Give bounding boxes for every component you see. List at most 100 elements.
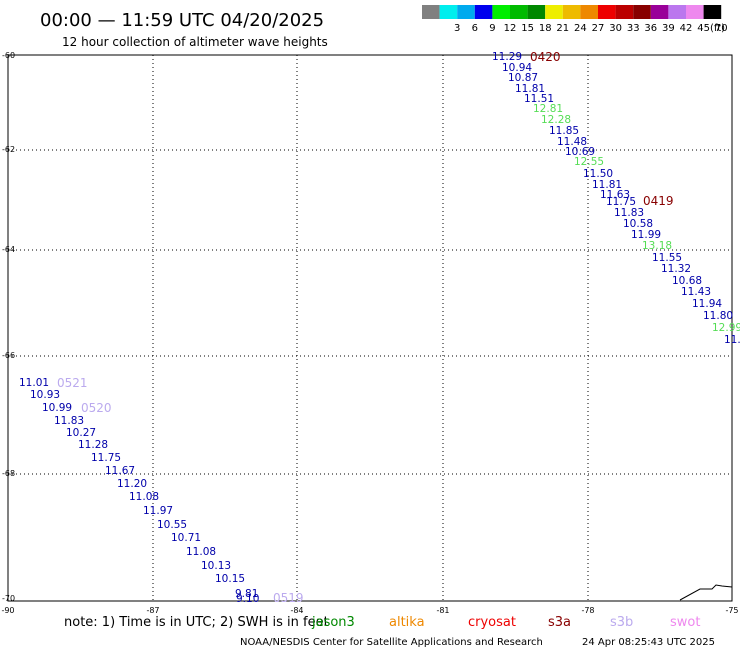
- longitude-labels: -90 -87 -84 -81 -78 -75: [1, 606, 738, 615]
- lat-tick-label: -66: [2, 351, 15, 360]
- swh-value: 11.29: [492, 51, 522, 63]
- legend-swatch: [598, 5, 616, 19]
- legend-swatch: [615, 5, 634, 19]
- legend-tick-label: 30: [609, 23, 622, 34]
- legend-swatch: [545, 5, 563, 19]
- satellite-name: altika: [389, 615, 425, 630]
- footer-credit: NOAA/NESDIS Center for Satellite Applica…: [240, 637, 543, 648]
- swh-value: 10.71: [171, 532, 201, 544]
- legend-tick-label: 39: [662, 23, 675, 34]
- satellite-name: s3b: [610, 615, 633, 630]
- swh-value: 10.69: [565, 146, 595, 158]
- swh-value: 11.99: [631, 229, 661, 241]
- swh-value: 11.08: [186, 546, 216, 558]
- swh-value: 11.48: [557, 136, 587, 148]
- swh-value: 11.83: [614, 207, 644, 219]
- lon-tick-label: -84: [290, 606, 303, 615]
- swh-value: 11.67: [105, 465, 135, 477]
- satellite-track-a: 11.29 042010.9410.8711.8111.5112.8112.281…: [492, 50, 740, 346]
- swh-value: 11.32: [661, 263, 691, 275]
- swh-value: 10.58: [623, 218, 653, 230]
- legend-swatch: [562, 5, 581, 19]
- swh-value: 10.68: [672, 275, 702, 287]
- lat-tick-label: -70: [2, 594, 15, 603]
- swh-value: 10.55: [157, 519, 187, 531]
- swh-value: 11.63: [600, 189, 630, 201]
- swh-value: 9.10: [236, 593, 259, 605]
- legend-swatch: [474, 5, 493, 19]
- legend-tick-label: 45: [697, 23, 710, 34]
- legend-tick-label: 27: [592, 23, 605, 34]
- coastline: [679, 584, 733, 601]
- swh-value: 11.55: [652, 252, 682, 264]
- lon-tick-label: -75: [725, 606, 738, 615]
- page-title: 00:00 — 11:59 UTC 04/20/2025: [40, 10, 324, 31]
- satellite-name: cryosat: [468, 615, 516, 630]
- legend-tick-label: 70: [715, 23, 728, 34]
- swh-value: 12.28: [541, 114, 571, 126]
- legend-swatch: [439, 5, 458, 19]
- page-subtitle: 12 hour collection of altimeter wave hei…: [62, 35, 328, 49]
- swh-value: 11.20: [117, 478, 147, 490]
- swh-value: 12.99: [712, 322, 740, 334]
- swh-value: 11.75: [606, 196, 636, 208]
- swh-value: 11.81: [515, 83, 545, 95]
- lat-tick-label: -60: [2, 51, 15, 60]
- legend-tick-label: 33: [627, 23, 640, 34]
- legend-swatch: [492, 5, 510, 19]
- swh-value: 11.97: [143, 505, 173, 517]
- legend-tick-label: 36: [644, 23, 657, 34]
- satellite-name: jason3: [311, 615, 355, 630]
- swh-value: 11.83: [54, 415, 84, 427]
- legend-swatch: [457, 5, 475, 19]
- pass-time-label: 0521: [57, 376, 88, 390]
- satellite-name: swot: [670, 615, 700, 630]
- lat-tick-label: -68: [2, 469, 15, 478]
- swh-value: 9.81: [235, 588, 258, 600]
- swh-value: 10.27: [66, 427, 96, 439]
- color-scale-legend: 3 6 9 12 15 18 21 24 27 30 33 36 39 42 45 70: [422, 5, 728, 34]
- legend-swatch: [650, 5, 669, 19]
- legend-swatch: [668, 5, 686, 19]
- legend-swatch: [510, 5, 528, 19]
- legend-swatch: [527, 5, 546, 19]
- legend-tick-label: 3: [454, 23, 460, 34]
- swh-value: 11.43: [681, 286, 711, 298]
- pass-time-label: 0420: [530, 50, 561, 64]
- latitude-labels: -60 -62 -64 -66 -68 -70: [2, 51, 15, 603]
- swh-value: 10.87: [508, 72, 538, 84]
- legend-tick-label: 6: [472, 23, 478, 34]
- swh-value: 10.94: [502, 62, 532, 74]
- swh-value: 10.15: [215, 573, 245, 585]
- legend-tick-label: 18: [539, 23, 552, 34]
- swh-value: 12.81: [533, 103, 563, 115]
- swh-value: 11.75: [91, 452, 121, 464]
- legend-tick-label: 42: [680, 23, 693, 34]
- legend-swatch: [686, 5, 704, 19]
- legend-tick-label: 24: [574, 23, 587, 34]
- swh-value: 13.18: [642, 240, 672, 252]
- graticule: [8, 55, 732, 601]
- swh-value: 11.94: [692, 298, 722, 310]
- footer-note: note: 1) Time is in UTC; 2) SWH is in fe…: [64, 615, 329, 630]
- lon-tick-label: -78: [581, 606, 594, 615]
- lon-tick-label: -81: [436, 606, 449, 615]
- satellite-legend: jason3 altika cryosat s3a s3b swot: [311, 615, 700, 630]
- legend-swatch: [422, 5, 440, 19]
- swh-value: 11.81: [592, 179, 622, 191]
- lon-tick-label: -87: [146, 606, 159, 615]
- swh-value: 11.85: [549, 125, 579, 137]
- swh-value: 10.99: [42, 402, 72, 414]
- lat-tick-label: -64: [2, 245, 15, 254]
- legend-swatch: [633, 5, 651, 19]
- legend-unit: (ft): [710, 23, 725, 34]
- swh-value: 11.50: [583, 168, 613, 180]
- legend-tick-label: 9: [489, 23, 495, 34]
- lat-tick-label: -62: [2, 145, 15, 154]
- swh-value: 11.08: [129, 491, 159, 503]
- swh-value: 11.28: [78, 439, 108, 451]
- pass-time-label: 0519: [273, 591, 304, 605]
- swh-value: 11.80: [703, 310, 733, 322]
- swh-value: 10.13: [201, 560, 231, 572]
